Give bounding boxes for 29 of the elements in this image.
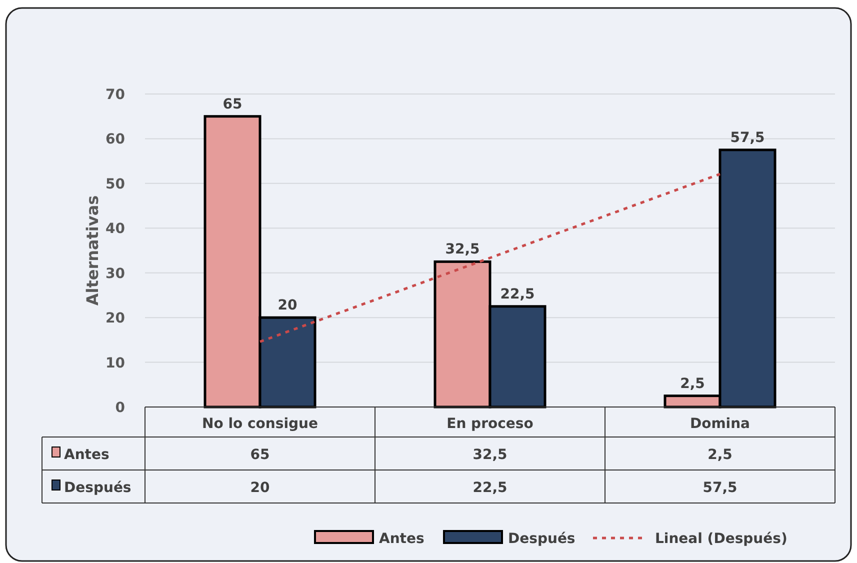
- legend-label: Después: [508, 531, 576, 547]
- text: 57,5: [730, 130, 765, 146]
- legend-label: Antes: [64, 447, 110, 463]
- y-tick-label: 70: [106, 87, 126, 103]
- data-label: 20: [250, 480, 270, 496]
- x-tick-label: En proceso: [446, 416, 534, 432]
- data-label: 57,5: [702, 480, 738, 496]
- data-label: 22,5: [472, 480, 508, 496]
- y-tick-label: 60: [106, 132, 126, 148]
- text: Antes: [379, 531, 424, 547]
- data-label: 65: [250, 447, 270, 463]
- y-tick-label: 0: [115, 400, 126, 416]
- text: Después: [64, 480, 132, 496]
- y-tick-label: 10: [106, 355, 126, 372]
- legend-label: Lineal (Después): [655, 531, 788, 547]
- data-label: 2,5: [708, 447, 732, 463]
- y-tick-label: 50: [106, 176, 126, 192]
- data-label: 32,5: [472, 447, 508, 463]
- text: 32,5: [445, 242, 480, 258]
- text: 20: [278, 298, 298, 314]
- x-tick-label: Domina: [690, 416, 750, 432]
- y-tick-label: 40: [106, 221, 126, 238]
- y-axis-title: Alternativas: [83, 195, 102, 306]
- x-tick-label: No lo consigue: [202, 416, 318, 432]
- text: 65: [222, 96, 242, 112]
- text: 2,5: [680, 376, 705, 392]
- text: 22,5: [500, 286, 535, 302]
- y-tick-label: 20: [106, 310, 126, 327]
- y-tick-label: 30: [106, 266, 126, 282]
